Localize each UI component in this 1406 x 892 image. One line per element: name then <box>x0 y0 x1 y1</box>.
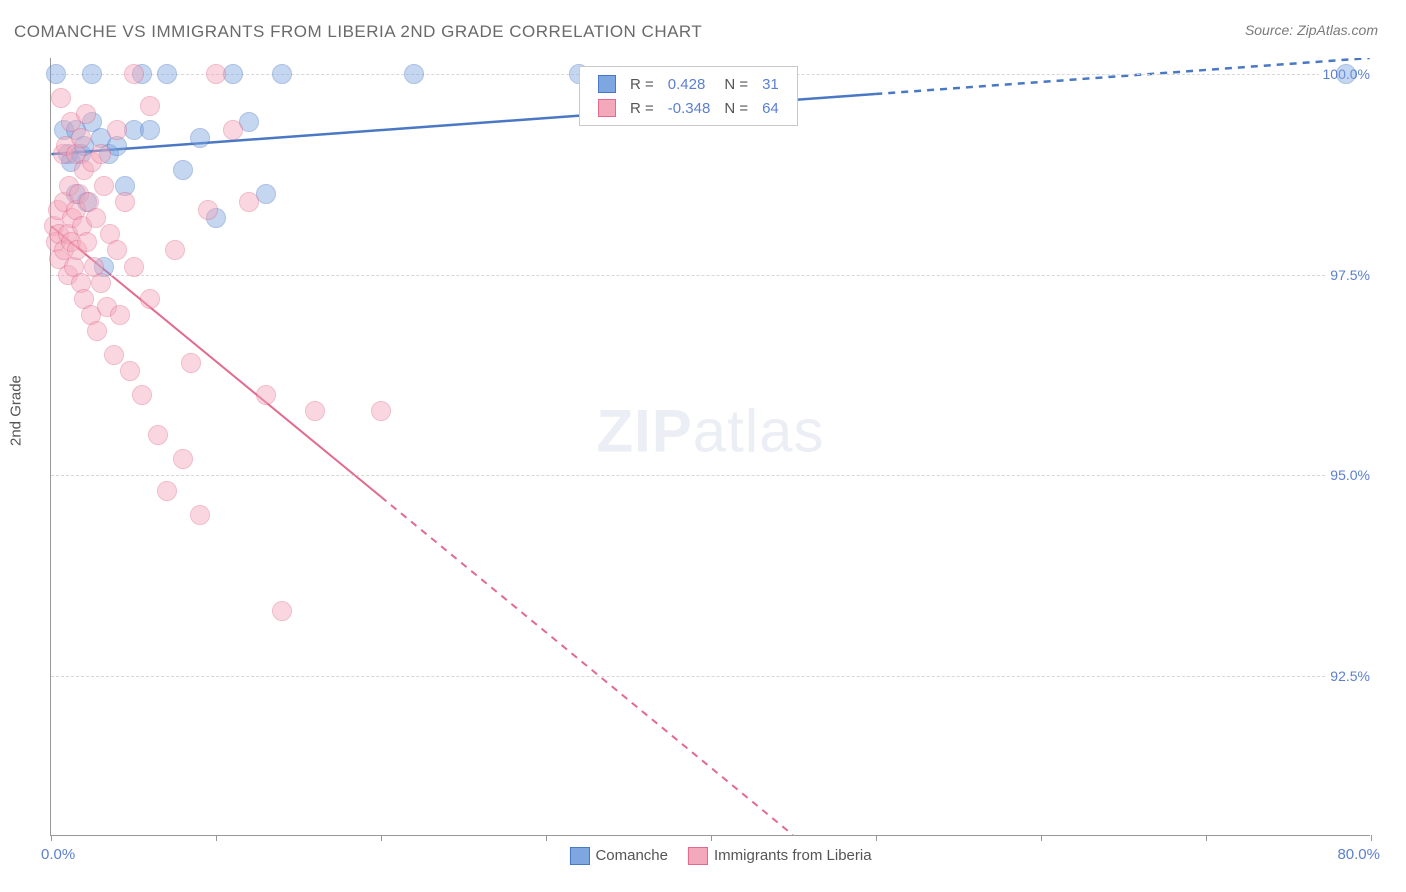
point-comanche <box>272 64 292 84</box>
point-comanche <box>1336 64 1356 84</box>
point-liberia <box>239 192 259 212</box>
y-tick-label: 95.0% <box>1326 467 1374 483</box>
y-tick-label: 92.5% <box>1326 668 1374 684</box>
gridline-h <box>51 676 1370 677</box>
point-liberia <box>148 425 168 445</box>
point-liberia <box>124 64 144 84</box>
x-tick <box>546 835 547 841</box>
point-liberia <box>305 401 325 421</box>
y-tick-label: 97.5% <box>1326 267 1374 283</box>
point-liberia <box>140 289 160 309</box>
legend-swatch-liberia <box>688 847 708 865</box>
x-tick <box>876 835 877 841</box>
x-tick <box>1041 835 1042 841</box>
legend-stats: R =0.428N =31R =-0.348N =64 <box>579 66 798 126</box>
point-liberia <box>206 64 226 84</box>
point-liberia <box>132 385 152 405</box>
point-liberia <box>115 192 135 212</box>
point-liberia <box>86 208 106 228</box>
x-tick <box>216 835 217 841</box>
point-liberia <box>120 361 140 381</box>
point-liberia <box>71 128 91 148</box>
point-liberia <box>198 200 218 220</box>
correlation-chart: COMANCHE VS IMMIGRANTS FROM LIBERIA 2ND … <box>0 0 1406 892</box>
point-liberia <box>107 120 127 140</box>
point-liberia <box>107 240 127 260</box>
point-liberia <box>51 88 71 108</box>
source-attribution: Source: ZipAtlas.com <box>1245 22 1378 38</box>
x-tick <box>381 835 382 841</box>
point-comanche <box>46 64 66 84</box>
legend-bottom: Comanche Immigrants from Liberia <box>549 847 871 865</box>
point-comanche <box>157 64 177 84</box>
point-liberia <box>165 240 185 260</box>
point-liberia <box>272 601 292 621</box>
point-comanche <box>173 160 193 180</box>
point-liberia <box>140 96 160 116</box>
point-liberia <box>76 104 96 124</box>
watermark: ZIPatlas <box>596 396 824 465</box>
trendline-comanche <box>875 58 1369 94</box>
point-liberia <box>190 505 210 525</box>
x-tick <box>711 835 712 841</box>
point-comanche <box>82 64 102 84</box>
point-liberia <box>223 120 243 140</box>
x-tick-label-min: 0.0% <box>41 846 75 863</box>
point-comanche <box>140 120 160 140</box>
point-liberia <box>104 345 124 365</box>
trendlines-layer <box>51 58 1370 835</box>
point-liberia <box>110 305 130 325</box>
point-liberia <box>91 144 111 164</box>
point-liberia <box>371 401 391 421</box>
x-tick-label-max: 80.0% <box>1337 846 1380 863</box>
point-liberia <box>173 449 193 469</box>
plot-area: ZIPatlas ComancheImmigrants from Liberia… <box>50 58 1370 836</box>
point-liberia <box>256 385 276 405</box>
point-comanche <box>404 64 424 84</box>
legend-label-comanche: Comanche <box>595 847 668 864</box>
gridline-h <box>51 475 1370 476</box>
point-liberia <box>124 257 144 277</box>
x-tick <box>1371 835 1372 841</box>
point-liberia <box>94 176 114 196</box>
point-liberia <box>91 273 111 293</box>
chart-title: COMANCHE VS IMMIGRANTS FROM LIBERIA 2ND … <box>14 22 702 42</box>
x-tick <box>51 835 52 841</box>
point-liberia <box>181 353 201 373</box>
point-liberia <box>77 232 97 252</box>
point-liberia <box>87 321 107 341</box>
point-liberia <box>157 481 177 501</box>
y-axis-title: 2nd Grade <box>8 375 25 446</box>
gridline-h <box>51 275 1370 276</box>
point-comanche <box>190 128 210 148</box>
trendline-liberia <box>381 497 793 835</box>
x-tick <box>1206 835 1207 841</box>
legend-swatch-comanche <box>569 847 589 865</box>
legend-label-liberia: Immigrants from Liberia <box>714 847 872 864</box>
